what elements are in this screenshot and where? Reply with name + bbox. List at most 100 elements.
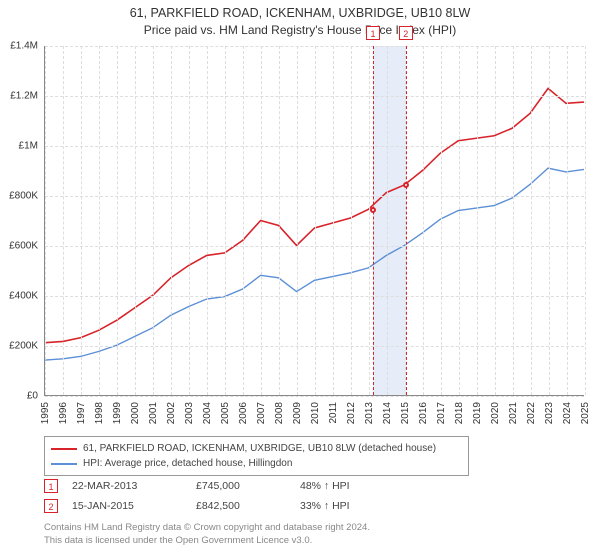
y-tick-label: £800K xyxy=(9,191,38,202)
x-tick-label: 2002 xyxy=(166,402,177,424)
grid-line-v xyxy=(63,46,64,395)
y-tick-label: £600K xyxy=(9,241,38,252)
grid-line-v xyxy=(189,46,190,395)
sales-badge: 2 xyxy=(44,499,58,513)
legend-row-property: 61, PARKFIELD ROAD, ICKENHAM, UXBRIDGE, … xyxy=(51,441,462,456)
grid-line-v xyxy=(567,46,568,395)
grid-line-v xyxy=(351,46,352,395)
sales-pct: 48% ↑ HPI xyxy=(300,480,390,492)
grid-line-v xyxy=(459,46,460,395)
grid-line-v xyxy=(441,46,442,395)
x-tick-label: 2023 xyxy=(544,402,555,424)
grid-line-v xyxy=(531,46,532,395)
grid-line-v xyxy=(513,46,514,395)
grid-line-v xyxy=(369,46,370,395)
grid-line-v xyxy=(225,46,226,395)
grid-line-v xyxy=(585,46,586,395)
grid-line-v xyxy=(423,46,424,395)
legend: 61, PARKFIELD ROAD, ICKENHAM, UXBRIDGE, … xyxy=(44,436,469,476)
y-tick-label: £0 xyxy=(27,391,38,402)
sales-date: 15-JAN-2015 xyxy=(72,500,182,512)
legend-label-property: 61, PARKFIELD ROAD, ICKENHAM, UXBRIDGE, … xyxy=(83,441,436,456)
grid-line-v xyxy=(477,46,478,395)
x-tick-label: 2004 xyxy=(202,402,213,424)
x-tick-label: 2008 xyxy=(274,402,285,424)
x-tick-label: 2017 xyxy=(436,402,447,424)
sale-point-marker xyxy=(403,182,409,188)
sale-marker-line xyxy=(373,46,374,395)
attribution-line2: This data is licensed under the Open Gov… xyxy=(44,535,564,548)
grid-line-v xyxy=(45,46,46,395)
x-tick-label: 2005 xyxy=(220,402,231,424)
x-tick-label: 1998 xyxy=(94,402,105,424)
chart-subtitle: Price paid vs. HM Land Registry's House … xyxy=(0,20,600,37)
x-tick-label: 2000 xyxy=(130,402,141,424)
x-tick-label: 2009 xyxy=(292,402,303,424)
x-tick-label: 1996 xyxy=(58,402,69,424)
attribution-line1: Contains HM Land Registry data © Crown c… xyxy=(44,522,564,535)
grid-line-v xyxy=(333,46,334,395)
sales-price: £745,000 xyxy=(196,480,286,492)
x-tick-label: 2007 xyxy=(256,402,267,424)
grid-line-h xyxy=(45,396,584,397)
y-axis-labels: £0£200K£400K£600K£800K£1M£1.2M£1.4M xyxy=(0,46,42,396)
sale-marker-label: 2 xyxy=(399,26,413,40)
y-tick-label: £1.2M xyxy=(10,91,38,102)
sale-marker-line xyxy=(406,46,407,395)
x-tick-label: 2001 xyxy=(148,402,159,424)
y-tick-label: £1.4M xyxy=(10,41,38,52)
x-tick-label: 1995 xyxy=(40,402,51,424)
y-tick-label: £1M xyxy=(19,141,38,152)
x-tick-label: 2021 xyxy=(508,402,519,424)
x-tick-label: 2013 xyxy=(364,402,375,424)
grid-line-v xyxy=(81,46,82,395)
grid-line-v xyxy=(261,46,262,395)
sales-date: 22-MAR-2013 xyxy=(72,480,182,492)
x-tick-label: 2022 xyxy=(526,402,537,424)
sales-row: 1 22-MAR-2013 £745,000 48% ↑ HPI xyxy=(44,476,564,496)
sales-table: 1 22-MAR-2013 £745,000 48% ↑ HPI 2 15-JA… xyxy=(44,476,564,516)
sale-point-marker xyxy=(370,207,376,213)
x-tick-label: 2020 xyxy=(490,402,501,424)
legend-swatch-hpi xyxy=(51,463,77,465)
x-tick-label: 2011 xyxy=(328,402,339,424)
x-tick-label: 1999 xyxy=(112,402,123,424)
legend-row-hpi: HPI: Average price, detached house, Hill… xyxy=(51,456,462,471)
sales-pct: 33% ↑ HPI xyxy=(300,500,390,512)
x-tick-label: 2012 xyxy=(346,402,357,424)
grid-line-v xyxy=(549,46,550,395)
x-tick-label: 1997 xyxy=(76,402,87,424)
sales-badge: 1 xyxy=(44,479,58,493)
chart-plot-area: 12 xyxy=(44,46,584,396)
grid-line-v xyxy=(315,46,316,395)
legend-swatch-property xyxy=(51,448,77,450)
sales-row: 2 15-JAN-2015 £842,500 33% ↑ HPI xyxy=(44,496,564,516)
x-tick-label: 2014 xyxy=(382,402,393,424)
grid-line-v xyxy=(99,46,100,395)
chart-title: 61, PARKFIELD ROAD, ICKENHAM, UXBRIDGE, … xyxy=(0,0,600,20)
grid-line-v xyxy=(153,46,154,395)
x-tick-label: 2019 xyxy=(472,402,483,424)
y-tick-label: £400K xyxy=(9,291,38,302)
sales-price: £842,500 xyxy=(196,500,286,512)
x-tick-label: 2024 xyxy=(562,402,573,424)
grid-line-v xyxy=(135,46,136,395)
x-tick-label: 2006 xyxy=(238,402,249,424)
legend-label-hpi: HPI: Average price, detached house, Hill… xyxy=(83,456,292,471)
grid-line-v xyxy=(495,46,496,395)
x-tick-label: 2003 xyxy=(184,402,195,424)
x-tick-label: 2010 xyxy=(310,402,321,424)
grid-line-v xyxy=(171,46,172,395)
grid-line-v xyxy=(279,46,280,395)
y-tick-label: £200K xyxy=(9,341,38,352)
grid-line-v xyxy=(207,46,208,395)
x-tick-label: 2018 xyxy=(454,402,465,424)
sale-marker-label: 1 xyxy=(366,26,380,40)
x-tick-label: 2015 xyxy=(400,402,411,424)
grid-line-v xyxy=(297,46,298,395)
x-tick-label: 2025 xyxy=(580,402,591,424)
attribution: Contains HM Land Registry data © Crown c… xyxy=(44,522,564,548)
grid-line-v xyxy=(117,46,118,395)
x-tick-label: 2016 xyxy=(418,402,429,424)
grid-line-v xyxy=(243,46,244,395)
